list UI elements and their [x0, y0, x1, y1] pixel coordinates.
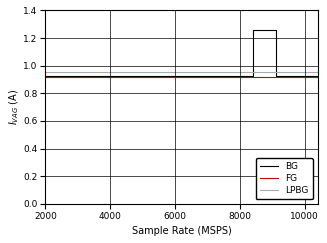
LPBG	[274, 70, 278, 73]
BG	[316, 75, 320, 78]
Legend: BG, FG, LPBG: BG, FG, LPBG	[256, 158, 313, 199]
BG	[274, 29, 278, 32]
LPBG	[316, 70, 320, 73]
FG	[43, 75, 47, 78]
Y-axis label: $I_{VAG}$ (A): $I_{VAG}$ (A)	[7, 89, 21, 125]
BG	[251, 75, 255, 78]
BG	[251, 29, 255, 32]
LPBG	[43, 70, 47, 73]
FG	[316, 75, 320, 78]
X-axis label: Sample Rate (MSPS): Sample Rate (MSPS)	[132, 226, 232, 236]
FG	[251, 75, 255, 78]
BG	[274, 75, 278, 78]
FG	[251, 75, 255, 78]
LPBG	[274, 70, 278, 73]
Line: BG: BG	[45, 30, 318, 76]
BG	[43, 75, 47, 78]
